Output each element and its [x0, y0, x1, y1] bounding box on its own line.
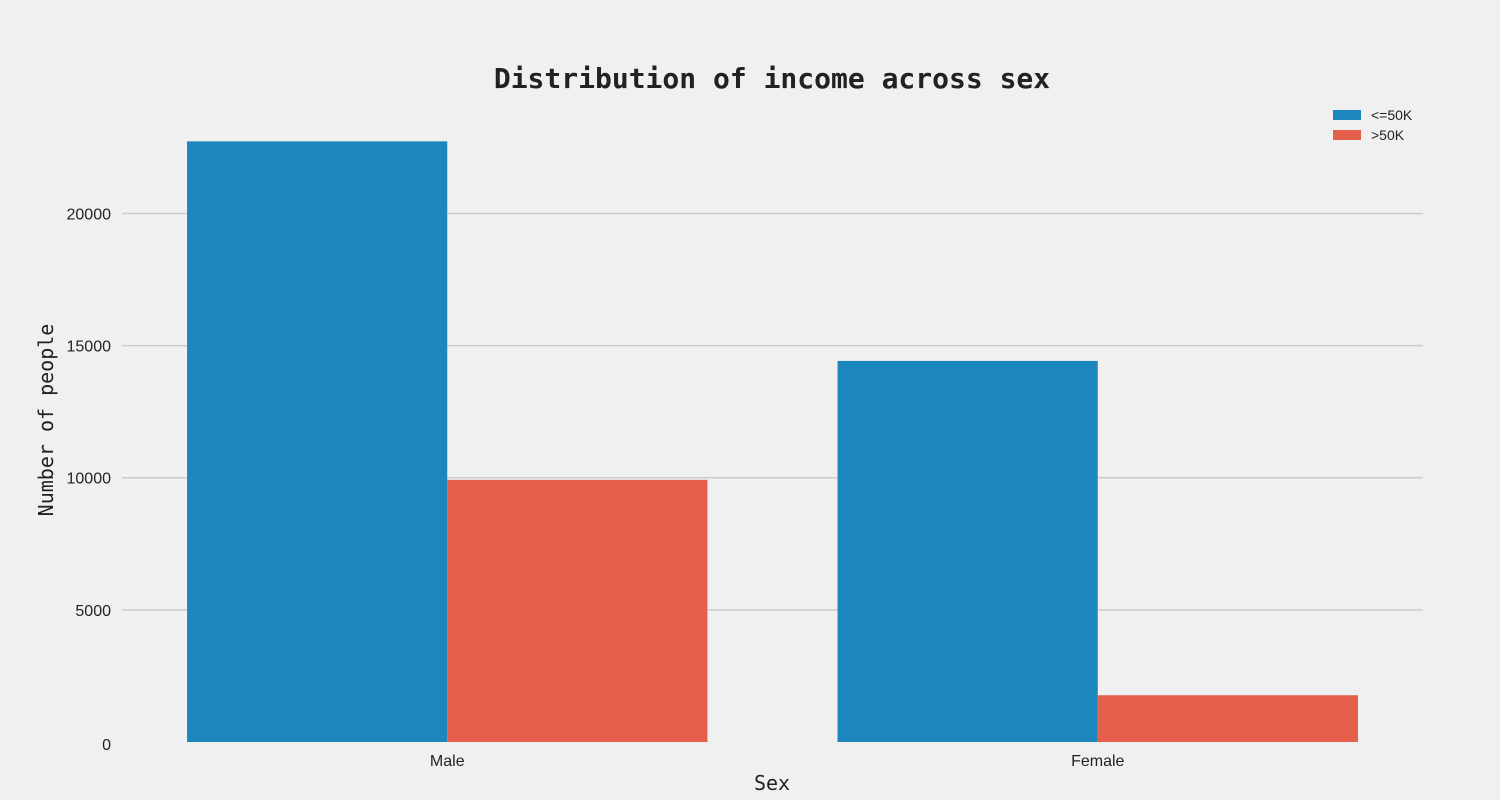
bar-male-series-1 [447, 479, 708, 742]
x-tick-labels: Male Female [430, 753, 1125, 770]
y-tick-label: 0 [102, 737, 111, 754]
x-axis-label: Sex [754, 771, 790, 795]
bars [187, 141, 1358, 742]
bar-female-series-1 [1097, 695, 1358, 742]
y-tick-label: 15000 [67, 339, 112, 356]
y-tick-label: 10000 [67, 471, 112, 488]
legend-swatch [1333, 110, 1361, 120]
legend: <=50K >50K [1333, 107, 1413, 143]
y-tick-label: 5000 [75, 603, 111, 620]
x-tick-label: Female [1071, 753, 1124, 770]
y-axis-label: Number of people [34, 324, 58, 517]
bar-male-series-0 [187, 141, 448, 742]
legend-swatch [1333, 130, 1361, 140]
x-tick-label: Male [430, 753, 465, 770]
y-tick-label: 20000 [67, 206, 112, 223]
bar-female-series-0 [837, 360, 1098, 742]
y-tick-labels: 0 5000 10000 15000 20000 [67, 206, 112, 754]
legend-label: >50K [1371, 127, 1405, 143]
chart-title: Distribution of income across sex [494, 62, 1050, 95]
legend-label: <=50K [1371, 107, 1413, 123]
